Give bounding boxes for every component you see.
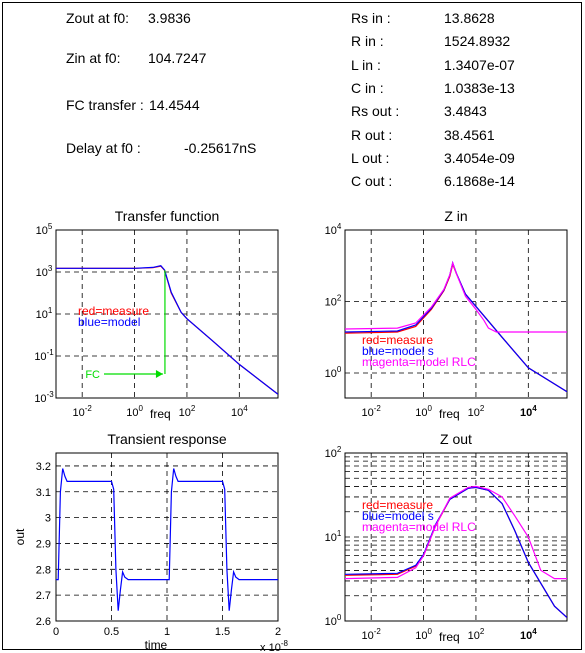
x-tick-label: 102	[468, 404, 485, 419]
fc-marker-label: FC	[85, 369, 100, 381]
legend-entry: magenta=model RLC	[362, 520, 476, 534]
legend-entry: magenta=model RLC	[362, 355, 476, 369]
series-line-model	[345, 486, 567, 618]
x-axis-label: freq	[439, 630, 460, 644]
summary-value: 1524.8932	[444, 33, 511, 50]
y-tick-label: 2.8	[36, 564, 51, 576]
chart-title: Z in	[444, 208, 467, 224]
chart-zout: 10-2 100 102 104 100 101 102 Z out freq red=measu…	[325, 431, 568, 644]
x-tick-label: 0	[53, 626, 59, 638]
x-tick-label: 1.5	[215, 626, 230, 638]
summary-value: 13.8628	[444, 10, 495, 26]
fc-arrow-head	[155, 370, 163, 378]
y-tick-label: 101	[36, 306, 53, 321]
summary-label: Rs out :	[351, 103, 400, 120]
x-tick-label: 100	[415, 627, 432, 642]
summary-value: 14.4544	[149, 97, 200, 113]
chart-title: Transient response	[107, 431, 227, 447]
summary-value: 3.9836	[148, 10, 191, 26]
x-tick-label: 104	[231, 404, 248, 419]
legend-entry: red=measure	[362, 498, 433, 512]
summary-label: R in :	[351, 33, 384, 50]
y-tick-label: 2.9	[36, 538, 51, 550]
legend-entry: blue=model s	[362, 509, 434, 523]
series-group	[345, 485, 567, 618]
summary-value: 1.0383e-13	[444, 79, 515, 96]
x-tick-label: 10-2	[362, 404, 382, 419]
series-group	[345, 260, 567, 393]
legend-entry: red=measure	[362, 333, 433, 347]
chart-transient: 0 0.5 1 1.5 2 2.6 2.7 2.8 2.9 3 3.1 3.2 Transient re…	[13, 431, 289, 653]
x-tick-label: 100	[415, 404, 432, 419]
legend-entry: red=measure	[78, 304, 149, 318]
x-axis-label: freq	[439, 407, 460, 421]
summary-label: C in :	[351, 79, 384, 96]
series-line-model	[56, 468, 278, 611]
summary-label: R out :	[351, 126, 393, 143]
x-tick-label: 104	[520, 627, 537, 642]
series-line-model_rlc	[345, 485, 567, 580]
x-tick-label: 2	[275, 626, 281, 638]
legend-entry: blue=model	[78, 315, 140, 329]
summary-label: Zout at f0:	[66, 10, 130, 26]
plot-area	[344, 229, 568, 399]
y-tick-label: 3.2	[36, 461, 51, 473]
y-tick-label: 3	[45, 513, 51, 525]
y-tick-label: 2.7	[36, 590, 51, 602]
y-axis-label: out	[13, 528, 27, 545]
chart-zin: 10-2 100 102 104 100 102 104 Z in freq red=measur…	[325, 208, 568, 421]
y-tick-label: 100	[325, 613, 342, 628]
summary-value: 3.4054e-09	[444, 149, 515, 166]
x-tick-label: 1	[164, 626, 170, 638]
y-tick-label: 104	[325, 222, 342, 237]
x-tick-label: 102	[468, 627, 485, 642]
summary-label: L out :	[351, 149, 390, 166]
y-tick-label: 100	[325, 365, 342, 380]
summary-label: Rs in :	[351, 10, 391, 26]
summary-label: C out :	[351, 173, 393, 190]
summary-label: L in :	[351, 56, 381, 73]
x-axis-label: freq	[150, 407, 171, 421]
chart-title: Z out	[440, 431, 472, 447]
summary-value: 1.3407e-07	[444, 56, 515, 73]
summary-value: 38.4561	[444, 126, 495, 143]
y-tick-label: 2.6	[36, 616, 51, 628]
y-tick-label: 10-1	[34, 348, 54, 363]
legend-entry: blue=model s	[362, 344, 434, 358]
x-tick-label: 0.5	[104, 626, 119, 638]
summary-label: FC transfer :	[66, 97, 144, 113]
x-tick-label: 10-2	[73, 404, 93, 419]
series-group	[56, 468, 278, 611]
summary-value: -0.25617nS	[184, 140, 257, 156]
summary-label: Zin at f0:	[66, 50, 121, 66]
summary-label: Delay at f0 :	[66, 140, 141, 156]
x-tick-label: 104	[520, 404, 537, 419]
x-tick-label: 10-2	[362, 627, 382, 642]
series-line-model_rlc	[345, 260, 567, 333]
x-tick-label: 102	[179, 404, 196, 419]
y-tick-label: 102	[325, 294, 342, 309]
y-tick-label: 101	[325, 529, 342, 544]
chart-transfer: 10-2 100 102 104 10-3 10-1 101 103 105 Transfer f…	[34, 208, 279, 421]
y-tick-label: 10-3	[34, 390, 54, 405]
summary-value: 6.1868e-14	[444, 173, 515, 190]
x-tick-label: 100	[126, 404, 143, 419]
y-tick-label: 102	[325, 445, 342, 460]
summary-value: 104.7247	[148, 50, 207, 66]
x-axis-label: time	[145, 638, 168, 652]
y-tick-label: 103	[36, 264, 53, 279]
series-line-model	[56, 265, 278, 395]
y-tick-label: 3.1	[36, 487, 51, 499]
summary-value: 3.4843	[444, 103, 487, 120]
chart-title: Transfer function	[115, 208, 220, 224]
y-tick-label: 105	[36, 222, 53, 237]
x-multiplier: x 10-8	[260, 639, 288, 653]
series-group	[56, 265, 278, 395]
